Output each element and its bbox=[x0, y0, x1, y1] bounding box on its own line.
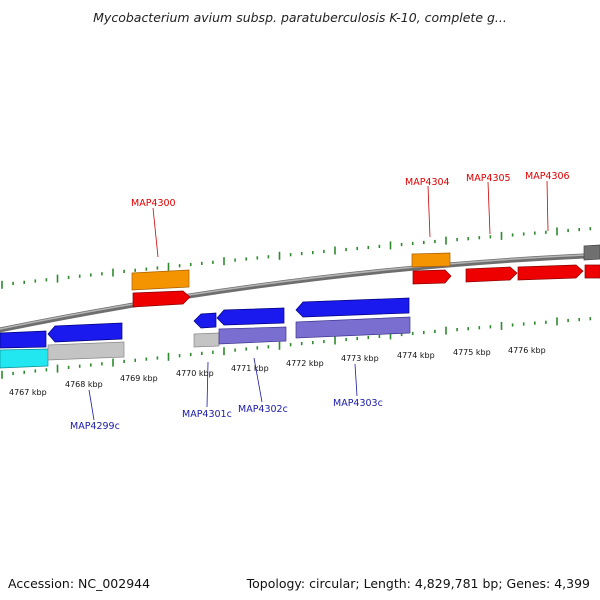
gene-map4303c[interactable] bbox=[295, 297, 410, 318]
gene-feature-orange[interactable] bbox=[411, 252, 451, 268]
gene-feature-purple[interactable] bbox=[295, 316, 411, 339]
gene-feature-gray[interactable] bbox=[47, 341, 125, 361]
gene-label-map4302c[interactable]: MAP4302c bbox=[238, 404, 288, 415]
accession-text: Accession: NC_002944 bbox=[8, 576, 151, 591]
kbp-label: 4772 kbp bbox=[286, 359, 324, 368]
gene-prev[interactable] bbox=[0, 330, 47, 349]
kbp-label: 4767 kbp bbox=[9, 388, 47, 397]
gene-feature-cyan[interactable] bbox=[0, 348, 49, 369]
kbp-label: 4768 kbp bbox=[65, 380, 103, 389]
gene-map4299c[interactable] bbox=[47, 322, 123, 343]
outer-tick-ring bbox=[1, 227, 592, 289]
gene-label-map4301c[interactable]: MAP4301c bbox=[182, 409, 232, 420]
inner-tick-ring bbox=[1, 317, 592, 379]
kbp-label: 4769 kbp bbox=[120, 374, 158, 383]
reverse-gene-track bbox=[0, 297, 411, 369]
forward-gene-track bbox=[131, 244, 600, 308]
gene-next[interactable] bbox=[584, 264, 600, 279]
gene-feature-dark[interactable] bbox=[583, 244, 600, 261]
gene-map4306[interactable] bbox=[517, 264, 584, 281]
gene-map4305[interactable] bbox=[465, 266, 518, 283]
gene-feature-gray[interactable] bbox=[193, 332, 220, 348]
gene-feature-orange[interactable] bbox=[131, 269, 190, 291]
gene-label-map4306[interactable]: MAP4306 bbox=[525, 171, 570, 182]
map-title: Mycobacterium avium subsp. paratuberculo… bbox=[93, 10, 507, 25]
gene-map4304[interactable] bbox=[412, 269, 452, 285]
gene-map4300[interactable] bbox=[132, 290, 191, 308]
gene-label-map4305[interactable]: MAP4305 bbox=[466, 173, 511, 184]
kbp-label-group: 4767 kbp 4768 kbp 4769 kbp 4770 kbp 4771… bbox=[9, 346, 546, 397]
gene-label-map4299c[interactable]: MAP4299c bbox=[70, 421, 120, 432]
genome-backbone bbox=[0, 252, 600, 333]
gene-map4302c[interactable] bbox=[216, 307, 285, 326]
kbp-label: 4773 kbp bbox=[341, 354, 379, 363]
kbp-label: 4775 kbp bbox=[453, 348, 491, 357]
forward-gene-labels: MAP4300 MAP4304 MAP4305 MAP4306 bbox=[131, 171, 570, 258]
kbp-label: 4774 kbp bbox=[397, 351, 435, 360]
gene-label-map4300[interactable]: MAP4300 bbox=[131, 198, 176, 209]
kbp-label: 4770 kbp bbox=[176, 369, 214, 378]
reverse-gene-labels: MAP4299c MAP4301c MAP4302c MAP4303c bbox=[70, 357, 383, 432]
gene-feature-purple[interactable] bbox=[218, 326, 287, 345]
gene-label-map4303c[interactable]: MAP4303c bbox=[333, 398, 383, 409]
gene-map4301c[interactable] bbox=[193, 312, 217, 329]
genome-summary-text: Topology: circular; Length: 4,829,781 bp… bbox=[246, 576, 590, 591]
kbp-label: 4771 kbp bbox=[231, 364, 269, 373]
kbp-label: 4776 kbp bbox=[508, 346, 546, 355]
gene-label-map4304[interactable]: MAP4304 bbox=[405, 177, 450, 188]
